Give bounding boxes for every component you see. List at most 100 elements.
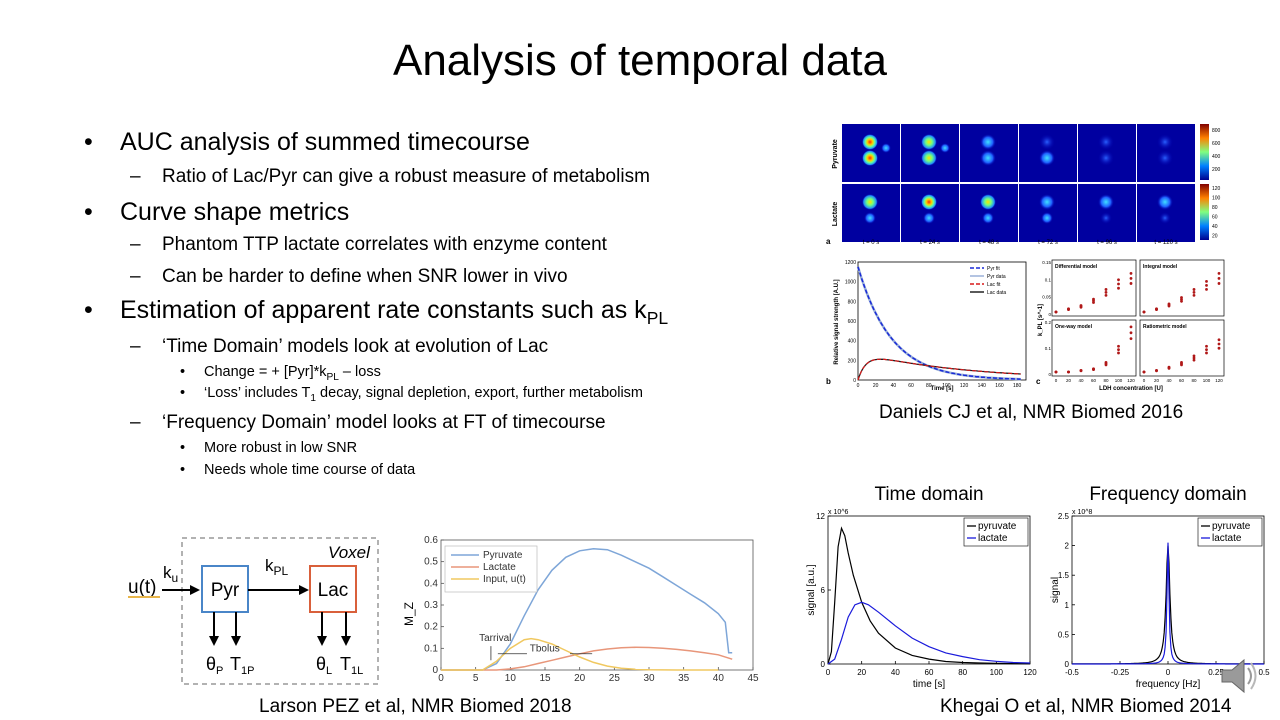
y-tick-label: 0.4 <box>424 578 438 589</box>
panel-b-xtick: 100 <box>942 383 951 389</box>
panel-c-point <box>1054 310 1058 314</box>
bullet-text: AUC analysis of summed timecourse <box>120 128 530 156</box>
panel-c-point <box>1129 282 1133 285</box>
panel-c-point <box>1117 282 1120 286</box>
heatmap-spot <box>862 194 878 210</box>
y-tick-label: 0 <box>1065 660 1070 669</box>
bullet-marker: • <box>180 364 186 380</box>
colorbar-tick: 400 <box>1212 154 1221 160</box>
bullet-marker: • <box>84 198 93 226</box>
x-tick-label: 0.25 <box>1208 668 1224 677</box>
series-line-1 <box>827 601 1031 665</box>
panel-c-point <box>1142 310 1146 314</box>
panel-c-subplot <box>1051 319 1137 377</box>
y-tick-label: 0.1 <box>424 643 438 654</box>
panel-c-point <box>1117 286 1120 290</box>
bullet-marker: • <box>84 296 93 324</box>
legend-label: lactate <box>1212 533 1242 544</box>
y-axis-label: signal [a.u.] <box>806 564 817 615</box>
panel-c-point <box>1192 288 1196 291</box>
panel-b-ytick: 800 <box>848 299 857 305</box>
x-tick-label: 120 <box>1023 668 1037 677</box>
annotation-tbolus: Tbolus <box>530 644 560 655</box>
panel-c-xtick: 60 <box>1091 378 1097 383</box>
voxel-label: Voxel <box>328 543 371 562</box>
speaker-icon[interactable] <box>1218 656 1260 696</box>
panel-c-point <box>1217 346 1221 350</box>
lac-fit-line <box>857 358 1021 381</box>
panel-c-point <box>1180 360 1183 364</box>
y-tick-label: 2 <box>1065 542 1070 551</box>
panel-c-point <box>1129 271 1133 275</box>
panel-c-ytick: 0.2 <box>1045 320 1052 325</box>
legend-label: lactate <box>978 533 1008 544</box>
x-tick-label: 0 <box>826 668 831 677</box>
larson-diagram: Voxel u(t) ku Pyr kPL Lac θP T1P θL T1L <box>128 537 379 685</box>
x-tick-label: 100 <box>990 668 1004 677</box>
legend-label: pyruvate <box>978 521 1017 532</box>
panel-c-ytick: 0.1 <box>1045 346 1052 351</box>
panel-c-point <box>1217 282 1221 285</box>
bullet-text: Estimation of apparent rate constants su… <box>120 296 669 328</box>
series-line-0 <box>827 526 1031 665</box>
bullet-text: ‘Time Domain’ models look at evolution o… <box>162 336 549 357</box>
pyr-fit-line <box>857 266 1021 380</box>
panel-c-ylabel: k_PL [s^-1] <box>1038 304 1044 336</box>
bullet-text: Can be harder to define when SNR lower i… <box>162 266 568 287</box>
colorbar-tick: 800 <box>1212 128 1221 134</box>
y-multiplier: x 10^8 <box>1072 509 1093 516</box>
series-line-0 <box>441 547 733 671</box>
heatmap-spot <box>1039 150 1055 166</box>
heatmap-spot <box>1159 212 1171 224</box>
panel-c-point <box>1104 360 1108 364</box>
y-tick-label: 0.5 <box>1058 630 1070 639</box>
time-label: t = 96 s <box>1097 240 1117 246</box>
legend-label: Lactate <box>483 562 516 573</box>
panel-b-xtick: 120 <box>960 383 969 389</box>
y-tick-label: 1.5 <box>1058 571 1070 580</box>
panel-b-ylabel: Relative signal strength [A.U.] <box>834 279 840 364</box>
chart-title: Frequency domain <box>1089 484 1246 505</box>
panel-c-point <box>1104 288 1108 291</box>
panel-c-point <box>1067 307 1070 311</box>
heatmap-spot <box>982 212 994 224</box>
panel-c-point <box>1117 344 1120 348</box>
panel-c-subplot-title: Integral model <box>1143 264 1178 270</box>
x-tick-label: 20 <box>574 673 586 684</box>
panel-letter-c: c <box>1036 377 1041 386</box>
x-axis-label: frequency [Hz] <box>1136 679 1201 690</box>
panel-c-point <box>1117 351 1120 355</box>
chart-legend <box>963 517 1029 547</box>
panel-c-xlabel: LDH concentration [U] <box>1099 386 1163 392</box>
x-tick-label: 45 <box>747 673 759 684</box>
x-tick-label: 80 <box>958 668 967 677</box>
panel-c-point <box>1167 302 1171 306</box>
colorbar-tick: 100 <box>1212 196 1221 202</box>
panel-b-xtick: 80 <box>926 383 932 389</box>
y-tick-label: 6 <box>821 586 826 595</box>
x-tick-label: 0 <box>1166 668 1171 677</box>
panel-c-point <box>1117 348 1120 351</box>
time-label: t = 72 s <box>1038 240 1058 246</box>
panel-b-legend-label: Lac fit <box>987 282 1001 288</box>
daniels-panel-b: 1200 1000 800 600 400 200 00 20 40 60 80 100 120 140 1… <box>826 260 1027 392</box>
colorbar-tick: 200 <box>1212 167 1221 173</box>
panel-c-ytick: 0.05 <box>1042 295 1051 300</box>
bullet-text: ‘Frequency Domain’ model looks at FT of … <box>162 412 606 433</box>
heatmap-spot <box>1041 212 1053 224</box>
frequency-domain-plot: -0.5 -0.25 0 0.25 0.5 0 0.5 1 1.5 2 2.5 Frequency d… <box>1050 484 1270 690</box>
panel-b-xlabel: Time [s] <box>931 386 954 392</box>
heatmap-spot <box>1100 212 1112 224</box>
heatmap-spot <box>864 212 876 224</box>
caption-khegai: Khegai O et al, NMR Biomed 2014 <box>940 696 1232 717</box>
panel-c-point <box>1092 367 1095 371</box>
panel-b-xtick: 140 <box>978 383 987 389</box>
x-tick-label: -0.5 <box>1065 668 1079 677</box>
y-tick-label: 0 <box>432 665 438 676</box>
annotation-tarrival: Tarrival <box>479 633 511 644</box>
panel-c-point <box>1217 342 1221 346</box>
panel-c-point <box>1129 277 1133 280</box>
panel-c-point <box>1129 331 1133 335</box>
panel-c-point <box>1054 370 1058 374</box>
